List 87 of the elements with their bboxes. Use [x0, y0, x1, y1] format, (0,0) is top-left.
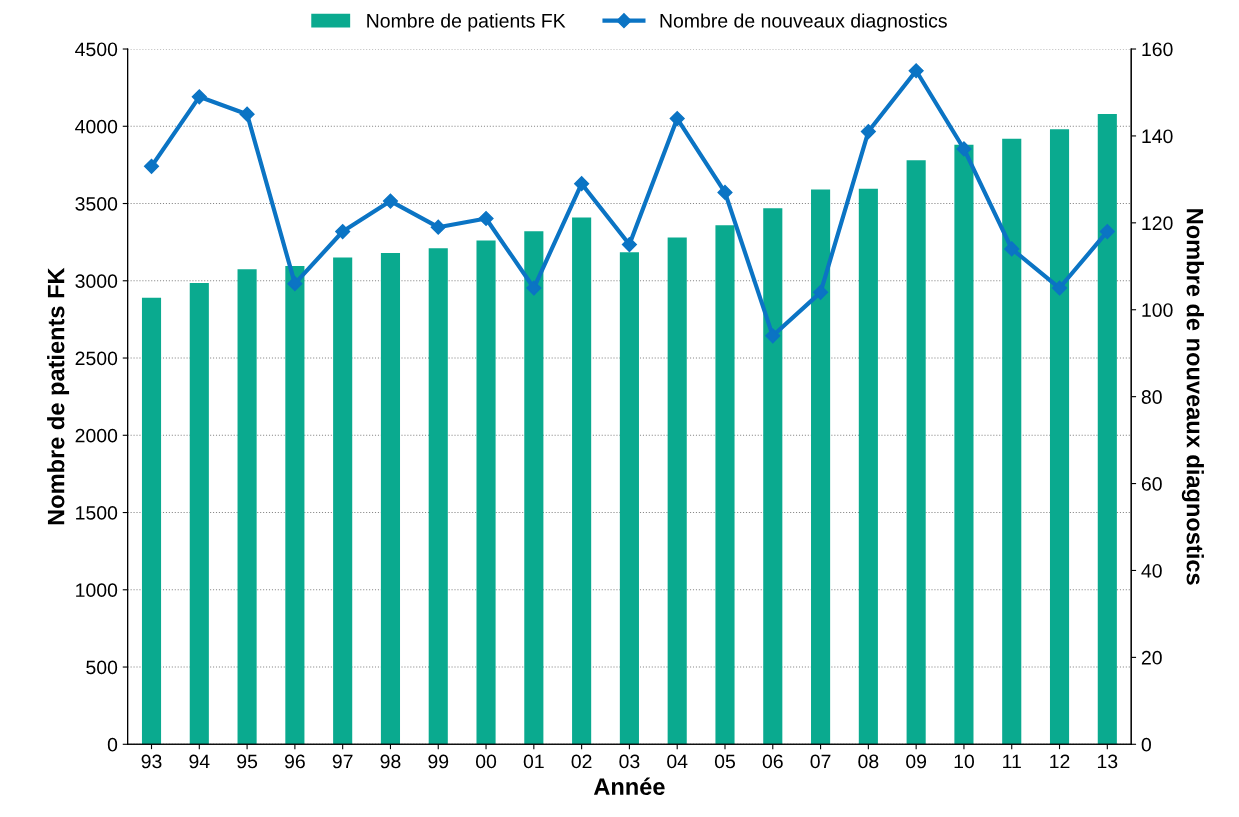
x-tick-label: 10	[954, 754, 974, 769]
y2-tick-label: 140	[1142, 129, 1173, 144]
point	[382, 193, 399, 209]
bar	[237, 269, 257, 745]
x-tick-label: 11	[1003, 754, 1021, 769]
y-tick-label: 4000	[75, 119, 118, 134]
x-tick-label: 13	[1097, 754, 1118, 769]
point	[526, 280, 542, 296]
x-tick-label: 07	[810, 754, 831, 769]
y2-tick-label: 20	[1141, 650, 1162, 665]
point	[669, 110, 685, 127]
x-tick-label: 05	[714, 754, 735, 769]
y2-axis-title: Nombre de nouveaux diagnostics	[1181, 209, 1204, 585]
y-tick-label: 0	[107, 737, 118, 752]
y2-tick-label: 0	[1141, 737, 1151, 752]
bar	[619, 252, 639, 745]
bar	[858, 188, 878, 745]
y-tick-label: 1000	[76, 583, 118, 598]
point	[191, 89, 207, 105]
legend-label: Nombre de patients FK	[367, 13, 566, 32]
x-tick-label: 95	[237, 754, 258, 769]
bar	[380, 252, 401, 745]
bar	[189, 283, 209, 745]
x-tick-label: 04	[667, 754, 688, 769]
x-tick-label: 99	[428, 754, 449, 769]
y-axis-title: Nombre de patients FK	[47, 267, 70, 525]
bar	[333, 257, 353, 745]
y2-tick-label: 100	[1142, 303, 1173, 317]
x-tick-label: 08	[858, 754, 879, 769]
point	[956, 141, 972, 157]
y-tick-label: 3500	[75, 196, 118, 211]
point	[765, 328, 781, 344]
bar	[667, 237, 687, 745]
bar	[715, 225, 735, 745]
x-tick-label: 93	[141, 754, 162, 769]
bar	[906, 160, 926, 745]
x-tick-label: 97	[332, 754, 353, 769]
x-tick-label: 01	[523, 754, 544, 769]
point	[908, 63, 924, 79]
bar	[763, 208, 783, 745]
bar	[524, 231, 544, 745]
x-tick-label: 03	[619, 754, 640, 769]
y2-tick-label: 80	[1141, 390, 1162, 404]
y-tick-label: 2000	[75, 428, 118, 443]
x-tick-label: 02	[571, 754, 592, 769]
legend-label: Nombre de nouveaux diagnostics	[660, 13, 947, 32]
x-axis-title: Année	[593, 777, 665, 796]
bar	[1049, 129, 1070, 745]
bar	[572, 217, 592, 745]
y2-tick-label: 120	[1142, 216, 1173, 231]
y2-tick-label: 40	[1141, 563, 1162, 578]
x-tick-label: 12	[1050, 754, 1070, 769]
bar	[476, 240, 496, 745]
point	[239, 106, 255, 122]
bar	[1097, 113, 1117, 745]
x-tick-label: 00	[475, 754, 497, 769]
point	[1004, 241, 1020, 257]
x-tick-label: 09	[906, 754, 927, 769]
point	[1099, 223, 1115, 240]
point	[1051, 280, 1068, 296]
y-tick-label: 4500	[75, 42, 118, 57]
y-tick-label: 500	[86, 660, 118, 675]
point	[335, 223, 351, 240]
bar	[811, 189, 831, 745]
point	[478, 210, 494, 227]
point	[430, 219, 446, 235]
point	[813, 284, 829, 300]
y2-tick-label: 60	[1141, 477, 1162, 491]
bar	[285, 266, 305, 745]
bar	[141, 297, 162, 745]
y-tick-label: 3000	[75, 274, 118, 289]
x-tick-label: 98	[380, 754, 401, 769]
x-tick-label: 06	[762, 754, 783, 769]
point	[287, 276, 303, 292]
bar	[428, 248, 448, 745]
x-tick-label: 96	[284, 754, 305, 769]
point	[143, 158, 160, 174]
bar	[1002, 138, 1022, 745]
point	[717, 184, 733, 200]
y2-tick-label: 160	[1142, 42, 1173, 57]
point	[621, 236, 637, 253]
bar	[954, 144, 974, 745]
y-tick-label: 1500	[76, 506, 118, 520]
y-tick-label: 2500	[75, 351, 118, 366]
point	[860, 124, 876, 140]
point	[574, 176, 590, 192]
x-tick-label: 94	[189, 754, 210, 769]
